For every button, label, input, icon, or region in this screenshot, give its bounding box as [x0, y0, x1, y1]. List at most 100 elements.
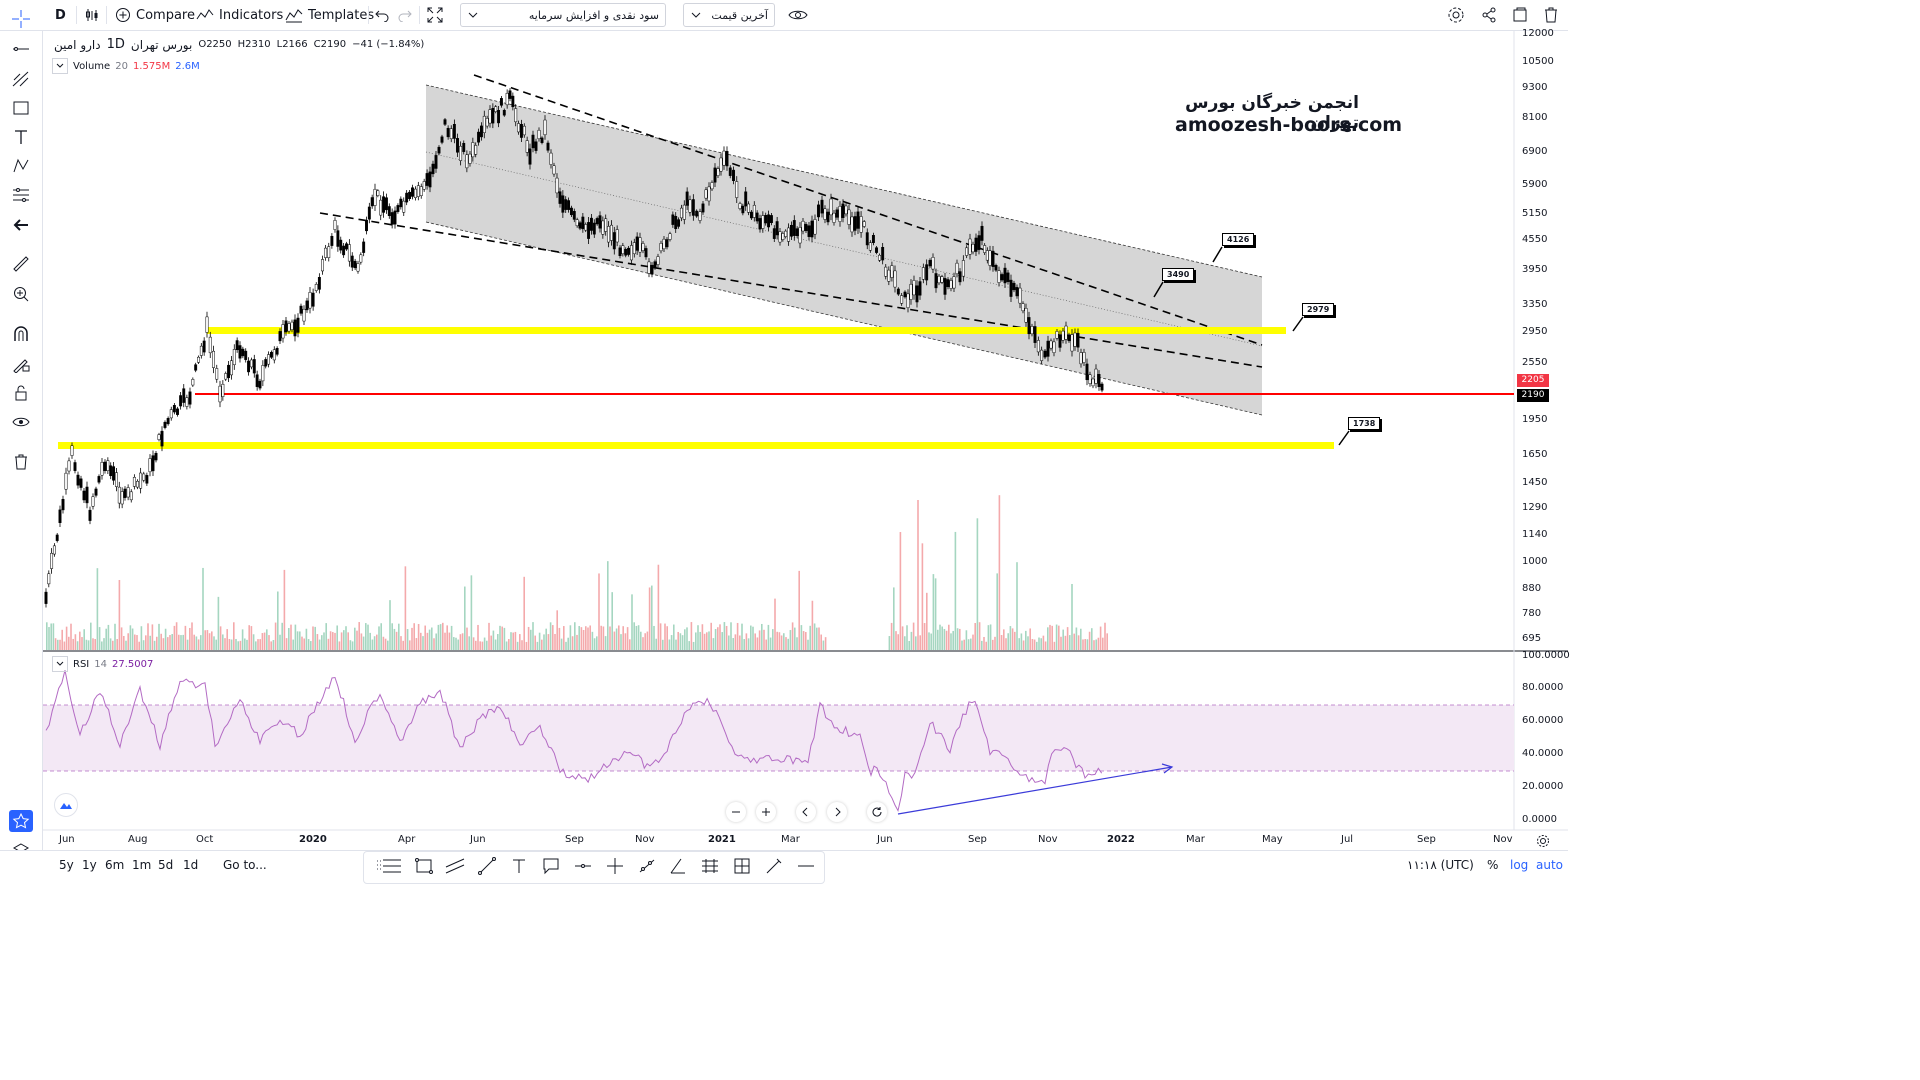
zoom-in-button[interactable]	[756, 802, 776, 822]
collapse-chevron-icon[interactable]	[52, 58, 68, 74]
volume-bar	[888, 636, 891, 650]
eye-icon[interactable]	[788, 3, 808, 27]
callout-label[interactable]: 3490	[1162, 268, 1195, 281]
candle-body	[382, 196, 386, 213]
parallel-channel-icon[interactable]	[442, 855, 468, 877]
remove-drawings-trash-icon[interactable]	[9, 451, 33, 473]
range-button-5y[interactable]: 5y	[59, 858, 74, 872]
channel-lower-line[interactable]	[425, 221, 1263, 416]
undo-icon[interactable]	[375, 3, 389, 27]
rectangle-icon[interactable]	[411, 855, 437, 877]
rsi-divergence-arrow[interactable]	[897, 766, 1173, 815]
horizontal-ray-icon[interactable]	[570, 855, 596, 877]
scroll-left-button[interactable]	[796, 802, 816, 822]
trash-icon[interactable]	[1544, 3, 1558, 27]
volume-bar	[983, 636, 985, 650]
scroll-right-button[interactable]	[827, 802, 847, 822]
callout-label[interactable]: 4126	[1222, 233, 1255, 246]
volume-bar	[956, 628, 959, 650]
volume-bar	[970, 638, 972, 650]
timezone-label[interactable]: ۱۱:۱۸ (UTC)	[1407, 858, 1474, 872]
horizontal-line-icon[interactable]	[793, 855, 819, 877]
lock-drawing-icon[interactable]	[9, 353, 33, 375]
rsi-axis-label: 60.0000	[1522, 715, 1564, 726]
settings-gear-icon[interactable]	[1447, 3, 1465, 27]
percent-toggle[interactable]: %	[1487, 858, 1499, 872]
unlock-icon[interactable]	[9, 382, 33, 404]
fib-retracement-icon[interactable]	[379, 855, 405, 877]
volume-bar	[472, 637, 475, 650]
brush-icon[interactable]	[761, 855, 787, 877]
candle-body	[272, 349, 276, 361]
price-source-select[interactable]: آخرین قیمت	[683, 3, 775, 27]
range-button-6m[interactable]: 6m	[105, 858, 125, 872]
range-button-5d[interactable]: 5d	[158, 858, 174, 872]
snapshot-icon[interactable]	[1512, 3, 1528, 27]
axis-settings-gear-icon[interactable]	[1536, 833, 1550, 852]
visibility-eye-icon[interactable]	[9, 411, 33, 433]
level-2979-band[interactable]	[207, 327, 1286, 334]
text-tool-icon[interactable]	[9, 126, 33, 148]
favorites-star-icon[interactable]	[9, 810, 33, 832]
volume-bar	[446, 625, 448, 650]
fib-tool-icon[interactable]	[9, 68, 33, 90]
range-button-1y[interactable]: 1y	[82, 858, 97, 872]
ray-icon[interactable]	[634, 855, 660, 877]
support-trendline[interactable]	[319, 212, 1263, 368]
text-icon[interactable]	[506, 855, 532, 877]
volume-legend: Volume 20 1.575M 2.6M	[52, 58, 200, 74]
cross-line-icon[interactable]	[602, 855, 628, 877]
collapse-chevron-icon[interactable]	[52, 656, 68, 672]
pattern-tool-icon[interactable]	[9, 155, 33, 177]
log-toggle[interactable]: log	[1510, 858, 1529, 872]
volume-bar	[283, 569, 286, 650]
resistance-trendline[interactable]	[473, 74, 1263, 346]
redo-icon[interactable]	[398, 3, 412, 27]
range-button-1m[interactable]: 1m	[132, 858, 152, 872]
prediction-tool-icon[interactable]	[9, 184, 33, 206]
callout-label[interactable]: 2979	[1302, 303, 1335, 316]
interval-button[interactable]: D	[55, 7, 66, 23]
channel-mid-line[interactable]	[425, 151, 1263, 347]
candle-body	[465, 154, 469, 169]
fullscreen-icon[interactable]	[427, 3, 443, 27]
callout-label[interactable]: 1738	[1348, 417, 1381, 430]
magnet-icon[interactable]	[9, 323, 33, 345]
fib-channel-icon[interactable]	[697, 855, 723, 877]
callout-icon[interactable]	[538, 855, 564, 877]
gann-box-icon[interactable]	[729, 855, 755, 877]
compare-button[interactable]: Compare	[115, 3, 195, 27]
candle-body	[878, 254, 882, 261]
candle-body	[638, 237, 642, 253]
back-arrow-icon[interactable]	[9, 214, 33, 236]
candle-body	[1091, 378, 1095, 387]
tradingview-logo-icon[interactable]	[54, 793, 78, 817]
indicators-button[interactable]: Indicators	[196, 3, 283, 27]
zoom-out-button[interactable]	[726, 802, 746, 822]
ruler-icon[interactable]	[9, 253, 33, 275]
drag-handle-icon[interactable]	[366, 855, 392, 877]
main-chart[interactable]	[0, 0, 1568, 883]
reset-chart-button[interactable]	[867, 802, 887, 822]
rectangle-tool-icon[interactable]	[9, 97, 33, 119]
trend-line-icon[interactable]	[474, 855, 500, 877]
range-button-1d[interactable]: 1d	[183, 858, 199, 872]
level-1738-band[interactable]	[58, 442, 1334, 449]
goto-button[interactable]: Go to...	[223, 858, 267, 872]
angle-icon[interactable]	[665, 855, 691, 877]
auto-toggle[interactable]: auto	[1536, 858, 1564, 872]
zoom-in-icon[interactable]	[9, 283, 33, 305]
channel-upper-line[interactable]	[425, 84, 1263, 278]
share-icon[interactable]	[1481, 3, 1497, 27]
symbol-name[interactable]: دارو امین	[54, 37, 101, 52]
templates-button[interactable]: Templates	[285, 3, 374, 27]
crosshair-icon[interactable]	[9, 8, 33, 30]
candles-chart-type-icon[interactable]	[84, 3, 100, 27]
rsi-legend: RSI 14 27.5007	[52, 656, 153, 672]
watermark-url: amoozesh-boors.com	[1175, 114, 1403, 136]
candle-body	[212, 350, 215, 368]
horizontal-line-tool-icon[interactable]	[9, 38, 33, 60]
candle-body	[925, 264, 929, 281]
volume-bar	[450, 625, 453, 650]
layout-select[interactable]: سود نقدی و افزایش سرمایه	[460, 3, 666, 27]
